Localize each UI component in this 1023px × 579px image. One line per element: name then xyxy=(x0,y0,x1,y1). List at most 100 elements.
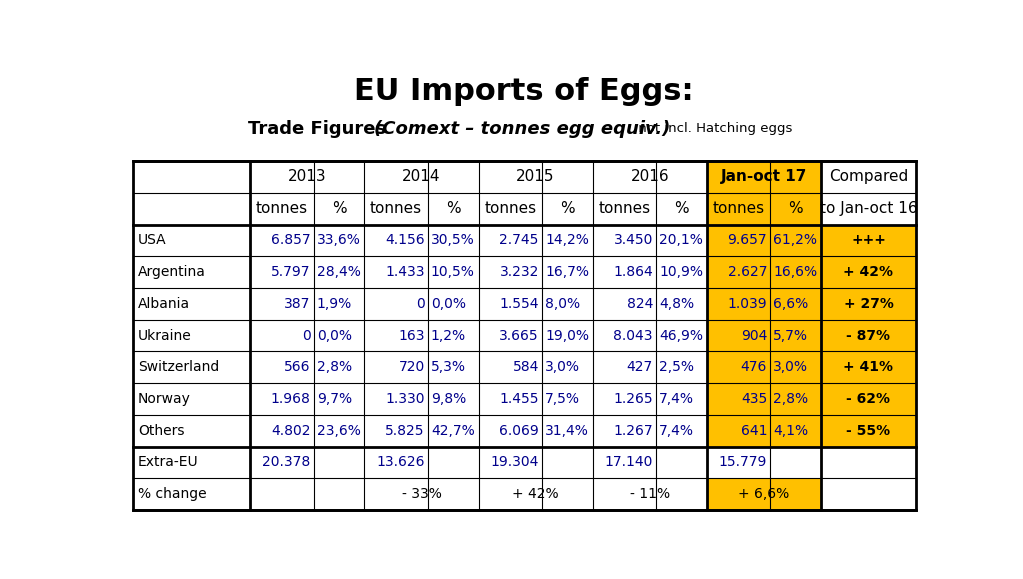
Text: 42,7%: 42,7% xyxy=(431,424,475,438)
Text: 566: 566 xyxy=(284,360,311,374)
Text: 5,7%: 5,7% xyxy=(773,328,808,343)
Text: 2015: 2015 xyxy=(517,170,554,185)
Text: 16,6%: 16,6% xyxy=(773,265,817,279)
Text: +++: +++ xyxy=(851,233,886,247)
Text: 8,0%: 8,0% xyxy=(545,297,580,311)
Text: 4,1%: 4,1% xyxy=(773,424,808,438)
Text: 427: 427 xyxy=(627,360,653,374)
Text: Jan-oct 17: Jan-oct 17 xyxy=(720,170,807,185)
Text: 2013: 2013 xyxy=(288,170,326,185)
Text: 6.069: 6.069 xyxy=(499,424,539,438)
Text: 2.745: 2.745 xyxy=(499,233,539,247)
Bar xyxy=(707,351,820,383)
Text: tonnes: tonnes xyxy=(712,201,764,216)
Text: 13.626: 13.626 xyxy=(376,455,425,470)
Text: 4.156: 4.156 xyxy=(385,233,425,247)
Text: EU Imports of Eggs:: EU Imports of Eggs: xyxy=(355,78,694,107)
Text: 3.450: 3.450 xyxy=(614,233,653,247)
Text: 31,4%: 31,4% xyxy=(545,424,589,438)
Text: Trade Figures: Trade Figures xyxy=(248,120,393,138)
Text: 720: 720 xyxy=(399,360,425,374)
Text: 435: 435 xyxy=(741,392,767,406)
Text: 10,5%: 10,5% xyxy=(431,265,475,279)
Text: 1.330: 1.330 xyxy=(386,392,425,406)
Text: not incl. Hatching eggs: not incl. Hatching eggs xyxy=(634,122,793,135)
Bar xyxy=(707,383,820,415)
Text: - 87%: - 87% xyxy=(846,328,890,343)
Bar xyxy=(707,161,820,225)
Text: 6,6%: 6,6% xyxy=(773,297,808,311)
Text: 904: 904 xyxy=(741,328,767,343)
Text: 19.304: 19.304 xyxy=(490,455,539,470)
Text: 5.797: 5.797 xyxy=(271,265,311,279)
Text: 2014: 2014 xyxy=(402,170,441,185)
Text: %: % xyxy=(789,201,803,216)
Text: 9.657: 9.657 xyxy=(727,233,767,247)
Text: 4,8%: 4,8% xyxy=(659,297,695,311)
Text: 476: 476 xyxy=(741,360,767,374)
Text: 7,5%: 7,5% xyxy=(545,392,580,406)
Bar xyxy=(707,256,820,288)
Text: 4.802: 4.802 xyxy=(271,424,311,438)
Text: 19,0%: 19,0% xyxy=(545,328,589,343)
Text: 10,9%: 10,9% xyxy=(659,265,703,279)
Text: %: % xyxy=(560,201,575,216)
Text: 1.265: 1.265 xyxy=(614,392,653,406)
Text: 5,3%: 5,3% xyxy=(431,360,465,374)
Bar xyxy=(820,320,916,351)
Text: Extra-EU: Extra-EU xyxy=(138,455,198,470)
Text: Others: Others xyxy=(138,424,184,438)
Text: 1.554: 1.554 xyxy=(499,297,539,311)
Bar xyxy=(707,225,820,256)
Text: 3,0%: 3,0% xyxy=(773,360,808,374)
Text: 1.968: 1.968 xyxy=(271,392,311,406)
Bar xyxy=(820,383,916,415)
Text: 8.043: 8.043 xyxy=(614,328,653,343)
Text: 1.267: 1.267 xyxy=(614,424,653,438)
Text: Norway: Norway xyxy=(138,392,191,406)
Text: % change: % change xyxy=(138,487,207,501)
Text: 824: 824 xyxy=(627,297,653,311)
Text: %: % xyxy=(674,201,688,216)
Text: 0: 0 xyxy=(416,297,425,311)
Text: tonnes: tonnes xyxy=(484,201,536,216)
Bar xyxy=(707,415,820,446)
Text: 14,2%: 14,2% xyxy=(545,233,589,247)
Text: 1,2%: 1,2% xyxy=(431,328,466,343)
Bar xyxy=(820,415,916,446)
Text: 17.140: 17.140 xyxy=(605,455,653,470)
Text: 15.779: 15.779 xyxy=(719,455,767,470)
Text: Argentina: Argentina xyxy=(138,265,206,279)
Text: 30,5%: 30,5% xyxy=(431,233,475,247)
Text: 46,9%: 46,9% xyxy=(659,328,703,343)
Text: + 27%: + 27% xyxy=(844,297,893,311)
Text: 20.378: 20.378 xyxy=(262,455,311,470)
Text: - 11%: - 11% xyxy=(630,487,670,501)
Text: 7,4%: 7,4% xyxy=(659,392,695,406)
Text: to Jan-oct 16: to Jan-oct 16 xyxy=(819,201,918,216)
Text: 1.039: 1.039 xyxy=(727,297,767,311)
Text: Ukraine: Ukraine xyxy=(138,328,191,343)
Text: %: % xyxy=(331,201,347,216)
Text: 0: 0 xyxy=(302,328,311,343)
Text: 20,1%: 20,1% xyxy=(659,233,703,247)
Text: 387: 387 xyxy=(284,297,311,311)
Text: 1,9%: 1,9% xyxy=(317,297,352,311)
Text: 3.232: 3.232 xyxy=(499,265,539,279)
Text: 7,4%: 7,4% xyxy=(659,424,695,438)
Text: Compared: Compared xyxy=(829,170,908,185)
Text: 2,5%: 2,5% xyxy=(659,360,695,374)
Text: 0,0%: 0,0% xyxy=(431,297,465,311)
Text: 3.665: 3.665 xyxy=(499,328,539,343)
Text: + 42%: + 42% xyxy=(844,265,893,279)
Text: 28,4%: 28,4% xyxy=(317,265,361,279)
Text: 6.857: 6.857 xyxy=(271,233,311,247)
Text: %: % xyxy=(446,201,460,216)
Text: 2,8%: 2,8% xyxy=(773,392,808,406)
Text: 5.825: 5.825 xyxy=(386,424,425,438)
Bar xyxy=(707,288,820,320)
Text: 3,0%: 3,0% xyxy=(545,360,580,374)
Text: 1.864: 1.864 xyxy=(613,265,653,279)
Text: - 62%: - 62% xyxy=(846,392,890,406)
Text: - 55%: - 55% xyxy=(846,424,891,438)
